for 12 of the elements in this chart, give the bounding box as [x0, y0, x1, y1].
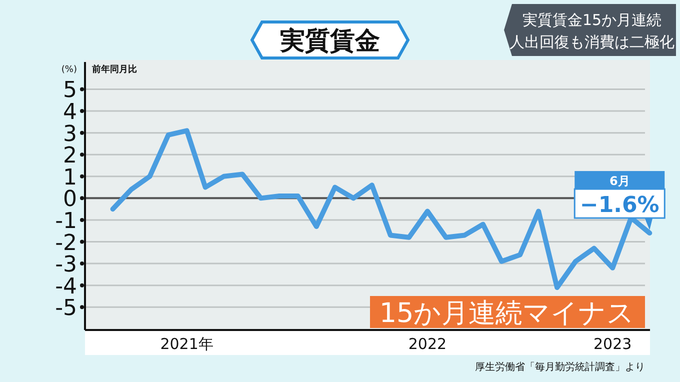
x-tick-label: 2021年 [160, 335, 214, 353]
annotation: −1.6% [580, 193, 660, 218]
y-axis-title: (%) [61, 65, 77, 75]
chart-title: 実質賃金 [279, 26, 380, 55]
text: 厚生労働省「毎月勤労統計調査」より [475, 361, 645, 373]
annotation: 6月 [609, 174, 630, 188]
text: 人出回復も消費は二極化 [510, 33, 674, 51]
x-tick-label: 2022 [408, 335, 447, 353]
annotation: 前年同月比 [91, 64, 137, 75]
chart-subtitle: 実質賃金15か月連続 [522, 11, 662, 29]
x-tick-label: 2023 [594, 335, 632, 353]
annotation: 15か月連続マイナス [379, 298, 635, 329]
